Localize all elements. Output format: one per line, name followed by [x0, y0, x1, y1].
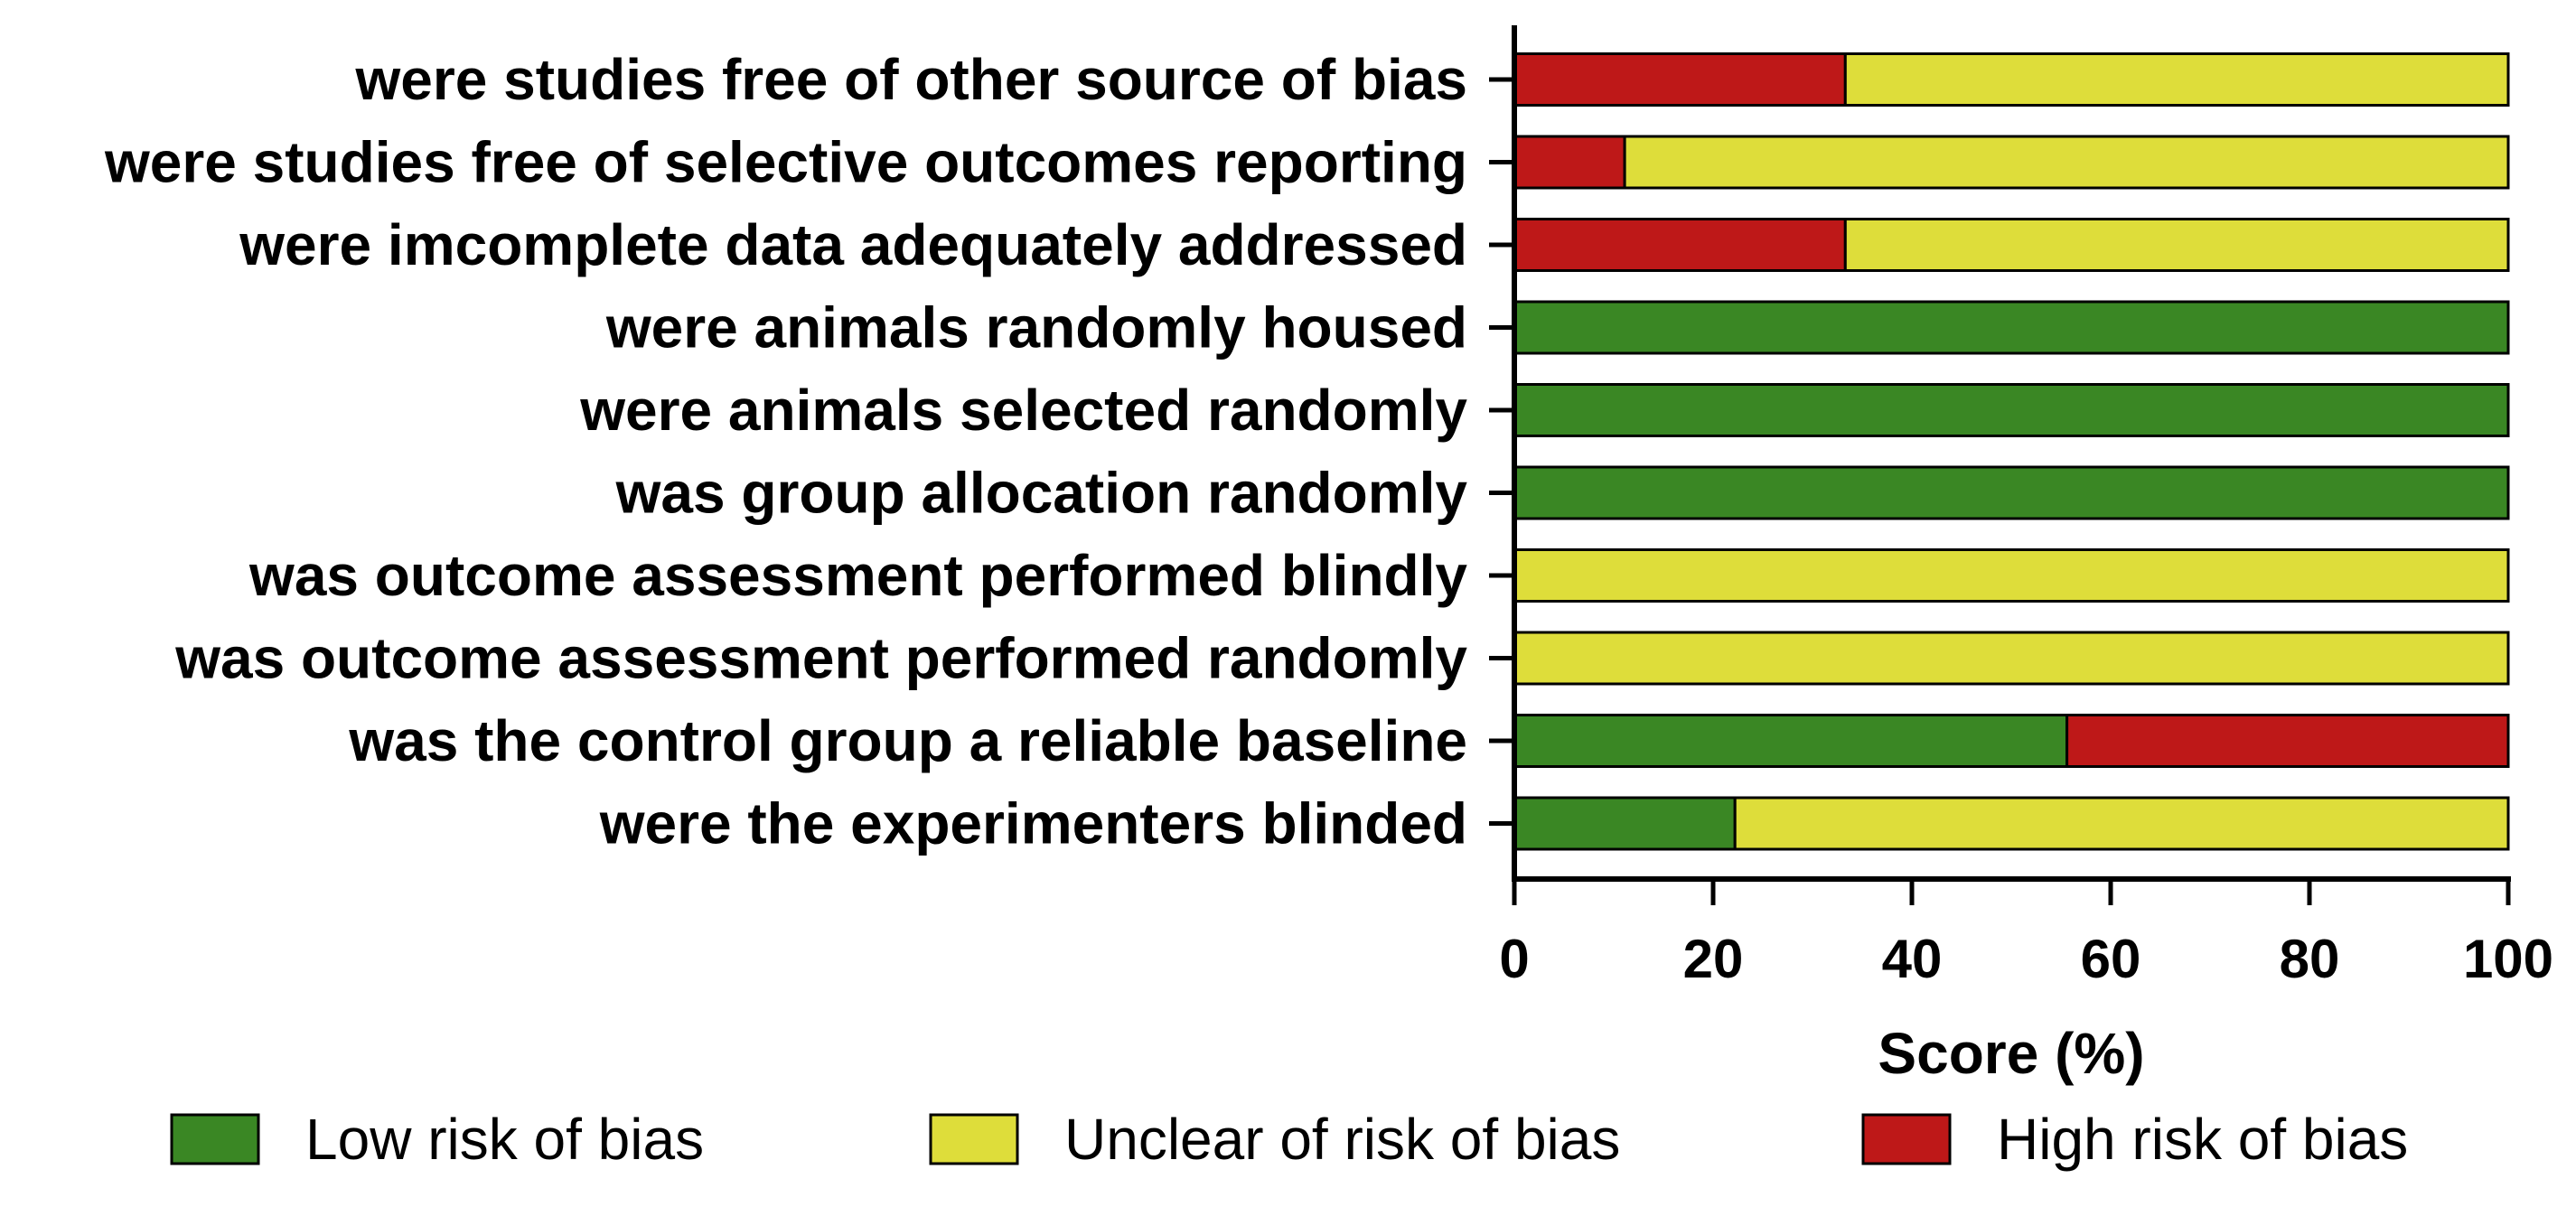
- bar-2-unclear-of-risk-of-bias: [1623, 135, 2510, 190]
- axes: 0 20 40 60 80 100: [1489, 25, 2553, 989]
- category-label: were the experimenters blinded: [599, 791, 1467, 856]
- x-axis-title: Score (%): [1878, 1021, 2144, 1086]
- legend-label-low-risk-of-bias: Low risk of bias: [305, 1107, 704, 1172]
- x-tick-label: 20: [1683, 929, 1744, 989]
- legend-swatch-unclear-of-risk-of-bias: [929, 1113, 1019, 1165]
- bar-2-high-risk-of-bias: [1513, 135, 1626, 190]
- bar-1-unclear-of-risk-of-bias: [1843, 52, 2510, 107]
- category-label: were animals randomly housed: [605, 295, 1467, 360]
- legend-swatch-low-risk-of-bias: [170, 1113, 260, 1165]
- bar-7-unclear-of-risk-of-bias: [1513, 548, 2510, 603]
- x-tick-label: 40: [1882, 929, 1943, 989]
- bar-3-high-risk-of-bias: [1513, 218, 1847, 272]
- category-label: was group allocation randomly: [615, 461, 1468, 526]
- category-label: was outcome assessment performed blindly: [248, 543, 1467, 608]
- bar-10-low-risk-of-bias: [1513, 796, 1737, 851]
- category-label: were studies free of other source of bia…: [354, 47, 1467, 112]
- category-label: was outcome assessment performed randoml…: [174, 626, 1467, 691]
- bar-9-high-risk-of-bias: [2065, 714, 2510, 768]
- bar-3-unclear-of-risk-of-bias: [1843, 218, 2510, 272]
- bar-4-low-risk-of-bias: [1513, 300, 2510, 355]
- bar-8-unclear-of-risk-of-bias: [1513, 631, 2510, 686]
- bar-5-low-risk-of-bias: [1513, 383, 2510, 437]
- legend-label-high-risk-of-bias: High risk of bias: [1997, 1107, 2408, 1172]
- bars-layer: [1513, 52, 2510, 851]
- x-tick-label: 100: [2463, 929, 2553, 989]
- legend: Low risk of bias Unclear of risk of bias H…: [170, 1107, 2408, 1172]
- category-label: were studies free of selective outcomes …: [104, 130, 1467, 195]
- x-tick-label: 0: [1499, 929, 1529, 989]
- bar-9-low-risk-of-bias: [1513, 714, 2069, 768]
- category-label: was the control group a reliable baselin…: [348, 708, 1467, 773]
- category-label: were imcomplete data adequately addresse…: [239, 212, 1467, 277]
- legend-label-unclear-of-risk-of-bias: Unclear of risk of bias: [1064, 1107, 1620, 1172]
- bar-10-unclear-of-risk-of-bias: [1733, 796, 2510, 851]
- legend-swatch-high-risk-of-bias: [1861, 1113, 1952, 1165]
- x-tick-label: 60: [2081, 929, 2141, 989]
- category-labels: were studies free of other source of bia…: [104, 47, 1467, 856]
- bar-6-low-risk-of-bias: [1513, 465, 2510, 520]
- x-tick-label: 80: [2280, 929, 2340, 989]
- bar-1-high-risk-of-bias: [1513, 52, 1847, 107]
- category-label: were animals selected randomly: [579, 378, 1467, 443]
